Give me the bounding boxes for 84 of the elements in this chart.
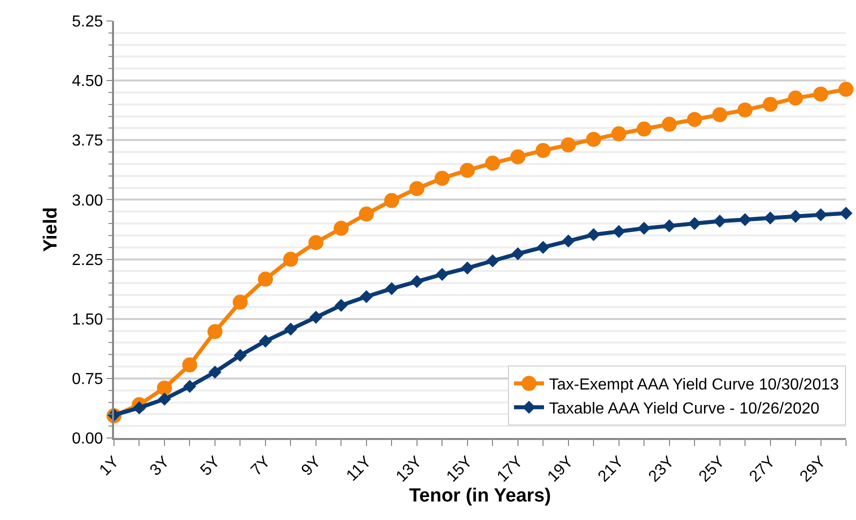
point [258,334,272,348]
y-tick-label: 5.25 [72,14,104,31]
point [334,298,348,312]
point [308,235,324,250]
point [638,222,651,235]
point [662,219,676,232]
x-tick-label: 9Y [298,453,325,480]
point [409,181,424,196]
x-tick-label: 3Y [147,453,174,480]
point [814,208,828,222]
point [612,224,626,238]
point [511,247,524,260]
point [460,162,475,178]
point [283,252,298,267]
point [460,262,474,275]
x-tick-label: 5Y [198,453,224,480]
point [156,380,172,396]
point [688,217,702,230]
x-tick-label: 13Y [393,453,426,486]
point [510,149,526,164]
x-tick-label: 29Y [797,453,830,486]
x-tick-label: 19Y [544,453,578,486]
point [183,380,196,393]
point [132,401,146,414]
point [232,294,248,310]
point [536,142,551,158]
x-tick-label: 1Y [96,453,123,480]
x-tick-label: 23Y [646,453,678,486]
point [712,107,728,122]
point [789,210,802,223]
point [207,324,222,340]
x-tick-label: 11Y [344,453,376,485]
point [560,137,576,152]
point [662,116,677,132]
x-tick-label: 21Y [595,453,628,486]
y-tick-label: 0.75 [72,371,104,388]
point [334,220,349,236]
y-axis-title: Yield [40,207,62,252]
point [360,290,373,304]
point [309,310,322,324]
point [587,228,600,242]
point [813,86,828,102]
point [385,282,398,296]
point [713,214,726,228]
point [258,272,273,287]
point [636,122,652,137]
point [840,206,852,220]
point [434,170,450,186]
y-tick-label: 4.50 [72,73,104,90]
legend-label: Taxable AAA Yield Curve - 10/26/2020 [549,400,820,418]
y-tick-label: 2.25 [72,252,104,269]
point [611,126,626,142]
x-tick-label: 25Y [696,453,729,486]
point [234,348,247,362]
y-tick-label: 0.00 [72,430,104,448]
x-tick-label: 17Y [494,453,527,486]
point [738,102,753,118]
point [436,268,449,281]
y-tick-label: 1.50 [72,311,104,328]
point [762,96,778,112]
x-tick-label: 27Y [746,453,779,486]
point [687,112,702,127]
point [838,82,854,97]
point [586,132,602,147]
point [764,211,777,224]
point [536,240,550,254]
point [208,366,222,379]
y-tick-label: 3.00 [72,192,104,210]
y-tick-label: 3.75 [72,132,104,150]
point [788,90,804,106]
point [158,392,171,406]
point [562,234,575,248]
x-tick-label: 7Y [248,453,274,480]
point [410,275,424,288]
point [485,156,500,171]
legend-label: Tax-Exempt AAA Yield Curve 10/30/2013 [549,376,840,394]
x-tick-label: 15Y [444,453,476,486]
point [384,193,400,208]
point [182,357,198,372]
point [486,254,500,268]
point [358,206,374,222]
point [738,213,752,226]
x-axis-title: Tenor (in Years) [409,486,551,507]
point [284,322,298,336]
